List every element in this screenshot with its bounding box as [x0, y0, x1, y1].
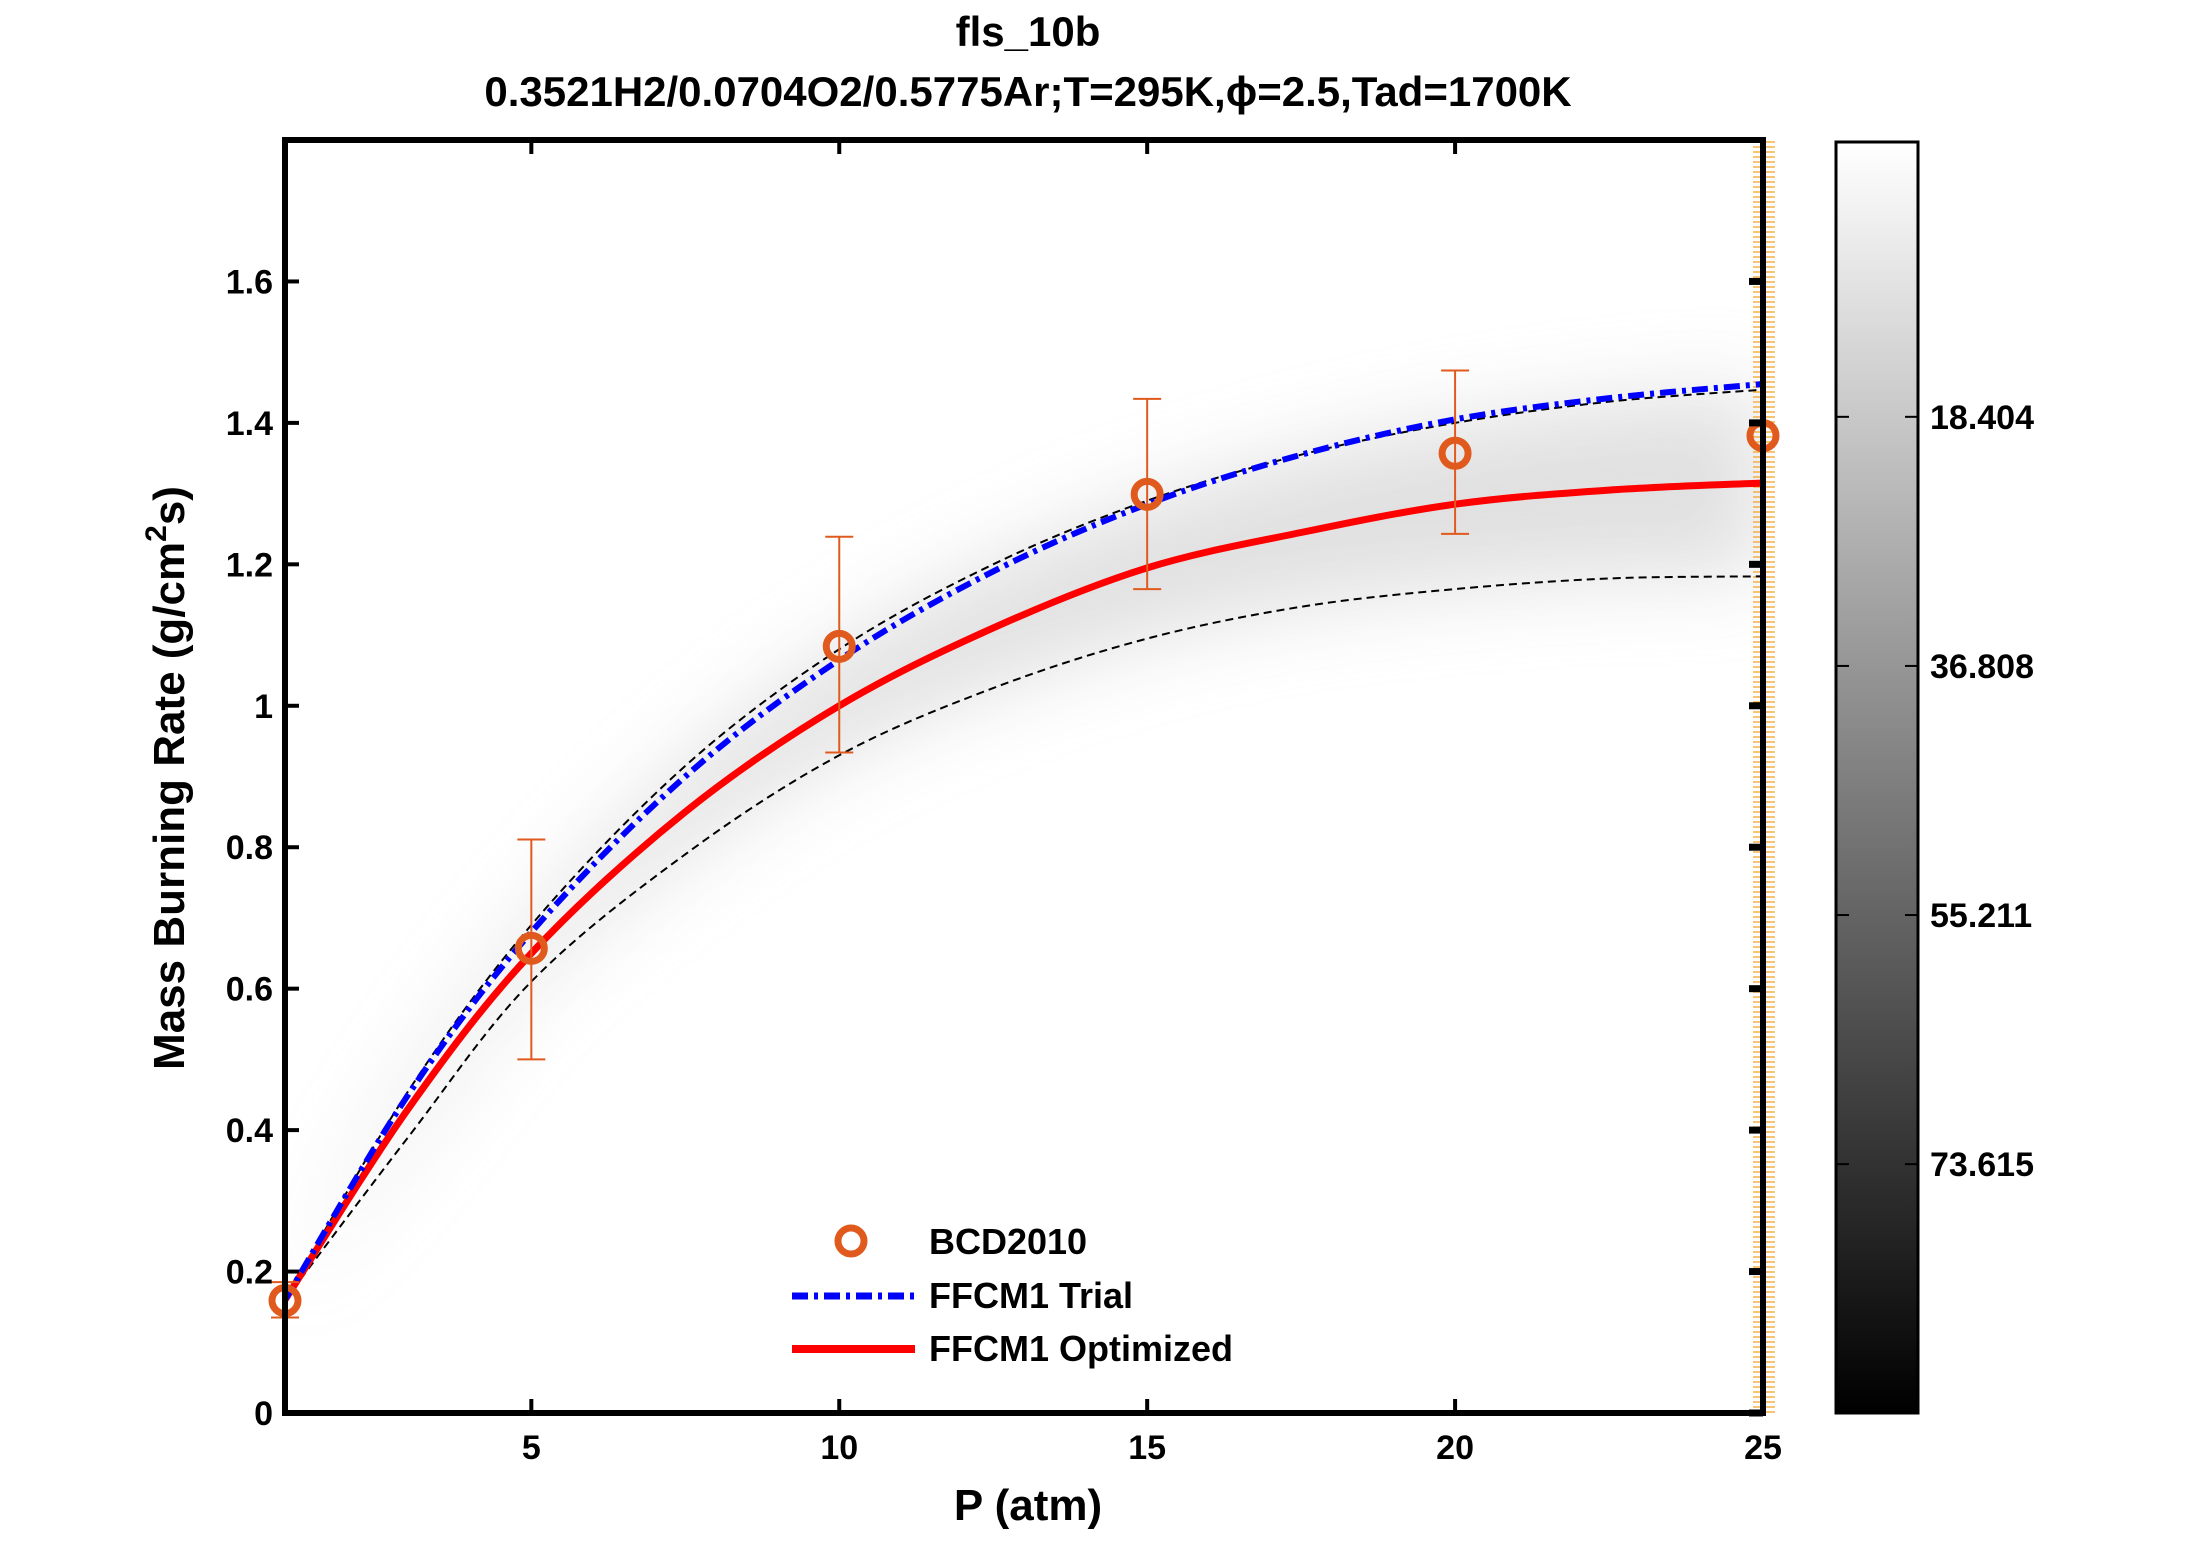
x-tick-label: 10 — [820, 1429, 858, 1467]
y-tick-label: 0.6 — [226, 971, 273, 1009]
lower-bound-line — [285, 575, 1763, 1301]
x-tick-label: 15 — [1128, 1429, 1166, 1467]
upper-bound-line — [285, 388, 1763, 1301]
y-tick-label: 0 — [254, 1395, 273, 1433]
series-line-ffcm1-trial — [285, 381, 1763, 1302]
y-axis-label: Mass Burning Rate (g/cm2s) — [140, 486, 194, 1070]
x-axis-label: P (atm) — [954, 1481, 1102, 1530]
data-point-bcd2010 — [514, 931, 548, 965]
uncertainty-shading — [285, 389, 1763, 1300]
chart-title: fls_10b — [956, 8, 1101, 55]
chart-subtitle: 0.3521H2/0.0704O2/0.5775Ar;T=295K,ϕ=2.5,… — [484, 68, 1571, 115]
colorbar-tick-label: 55.211 — [1930, 897, 2032, 935]
x-tick-label: 5 — [522, 1429, 541, 1467]
data-point-bcd2010 — [1438, 436, 1472, 470]
legend-label-optimized: FFCM1 Optimized — [929, 1328, 1233, 1369]
plot-area: 5 10 15 20 25 0 0.2 0.4 0.6 0.8 1 1.2 1.4 1.6 — [226, 137, 1782, 1467]
shading-band — [285, 389, 1763, 1300]
legend-marker-bcd2010 — [834, 1224, 868, 1258]
colorbar-gradient — [1834, 140, 1920, 1415]
y-tick-label: 0.4 — [226, 1112, 273, 1150]
y-tick-label: 1.4 — [226, 405, 273, 443]
legend-label-bcd2010: BCD2010 — [929, 1221, 1087, 1262]
colorbar-tick-label: 36.808 — [1930, 648, 2034, 686]
colorbar: 18.404 36.808 55.211 73.615 — [1834, 140, 2034, 1415]
colorbar-tick-label: 73.615 — [1930, 1146, 2034, 1184]
legend-label-trial: FFCM1 Trial — [929, 1275, 1133, 1316]
colorbar-tick-label: 18.404 — [1930, 399, 2034, 437]
x-tick-label: 25 — [1744, 1429, 1782, 1467]
y-tick-label: 0.8 — [226, 829, 273, 867]
legend: BCD2010 FFCM1 Trial FFCM1 Optimized — [792, 1221, 1233, 1369]
y-tick-label: 1.6 — [226, 263, 273, 301]
data-point-bcd2010 — [1130, 477, 1164, 511]
plot-frame — [282, 137, 1766, 1416]
y-tick-label: 0.2 — [226, 1254, 273, 1292]
y-tick-label: 1 — [254, 688, 273, 726]
y-tick-label: 1.2 — [226, 546, 273, 584]
data-point-bcd2010 — [822, 629, 856, 663]
x-tick-label: 20 — [1436, 1429, 1474, 1467]
series-line-ffcm1-optimized — [285, 479, 1763, 1302]
